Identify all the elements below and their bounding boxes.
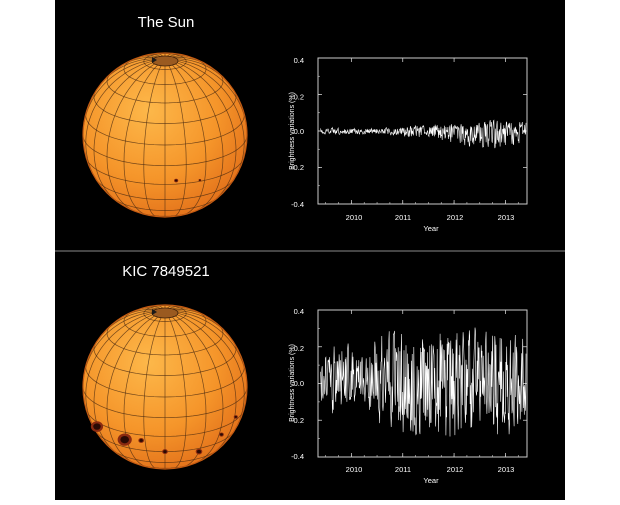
longitude-line	[164, 58, 224, 213]
longitude-line	[85, 58, 166, 181]
longitude-line	[164, 310, 237, 457]
brightness-chart-kic: 0.4 0.2 0.0 -0.2 -0.4 2010 2011 2012 201…	[289, 307, 528, 485]
starspot-umbra	[174, 179, 178, 182]
axis-ticks	[318, 57, 527, 205]
star-title: KIC 7849521	[122, 263, 210, 280]
pole-marker	[152, 308, 157, 315]
y-tick-label: -0.4	[291, 200, 304, 209]
series-line	[320, 119, 527, 149]
y-tick-label: 0.2	[294, 344, 304, 353]
y-tick-label: 0.2	[294, 93, 304, 102]
longitude-line	[123, 310, 166, 468]
starspot-umbra	[163, 450, 167, 454]
y-axis-label: Brightness variations (%)	[289, 344, 296, 422]
y-tick-label: -0.2	[291, 163, 304, 172]
longitude-line	[106, 58, 166, 213]
x-tick-label: 2013	[498, 213, 515, 222]
longitude-line	[93, 58, 166, 205]
longitude-line	[164, 310, 245, 433]
y-tick-label: 0.0	[294, 127, 304, 136]
starspot-umbra	[199, 179, 201, 181]
longitude-line	[164, 58, 207, 216]
y-tick-label: -0.2	[291, 416, 304, 425]
starspot-umbra	[220, 433, 223, 436]
x-tick-label: 2013	[498, 465, 515, 474]
starspot-umbra	[196, 449, 201, 454]
longitude-line	[164, 310, 187, 469]
x-tick-label: 2012	[447, 465, 464, 474]
x-tick-label: 2011	[395, 213, 411, 222]
x-axis-label: Year	[423, 224, 439, 233]
x-tick-label: 2010	[346, 465, 363, 474]
starspot-umbra	[139, 438, 143, 442]
starspot-umbra	[234, 415, 238, 418]
star-kic-7849521	[82, 304, 248, 470]
longitude-line	[85, 310, 166, 433]
longitude-line	[93, 310, 166, 457]
longitude-line	[164, 310, 207, 468]
longitude-line	[143, 58, 166, 217]
y-tick-label: -0.4	[291, 452, 304, 461]
longitude-line	[164, 58, 237, 205]
longitude-line	[164, 58, 245, 181]
longitude-line	[164, 310, 224, 465]
x-tick-label: 2010	[346, 213, 363, 222]
longitude-line	[123, 58, 166, 216]
star-limb	[82, 52, 248, 218]
y-axis-label: Brightness variations (%)	[289, 92, 296, 170]
axis-ticks	[318, 309, 527, 458]
longitude-line	[143, 310, 166, 469]
star-limb	[82, 304, 248, 470]
pole-cap	[151, 55, 179, 67]
pole-marker	[152, 56, 157, 63]
x-tick-label: 2011	[395, 465, 411, 474]
star-title: The Sun	[138, 14, 195, 31]
longitude-line	[164, 58, 187, 217]
star-sun	[82, 52, 248, 218]
starspot-umbra	[93, 423, 101, 430]
longitude-line	[106, 310, 166, 465]
y-tick-label: 0.0	[294, 379, 304, 388]
starspot-umbra	[120, 435, 130, 444]
y-tick-label: 0.4	[294, 56, 304, 65]
series-line	[320, 327, 527, 437]
brightness-chart-sun: 0.4 0.2 0.0 -0.2 -0.4 2010 2011 2012 201…	[289, 56, 528, 233]
x-tick-label: 2012	[447, 213, 464, 222]
x-axis-label: Year	[423, 476, 439, 485]
y-tick-label: 0.4	[294, 307, 304, 316]
pole-cap	[151, 307, 179, 319]
